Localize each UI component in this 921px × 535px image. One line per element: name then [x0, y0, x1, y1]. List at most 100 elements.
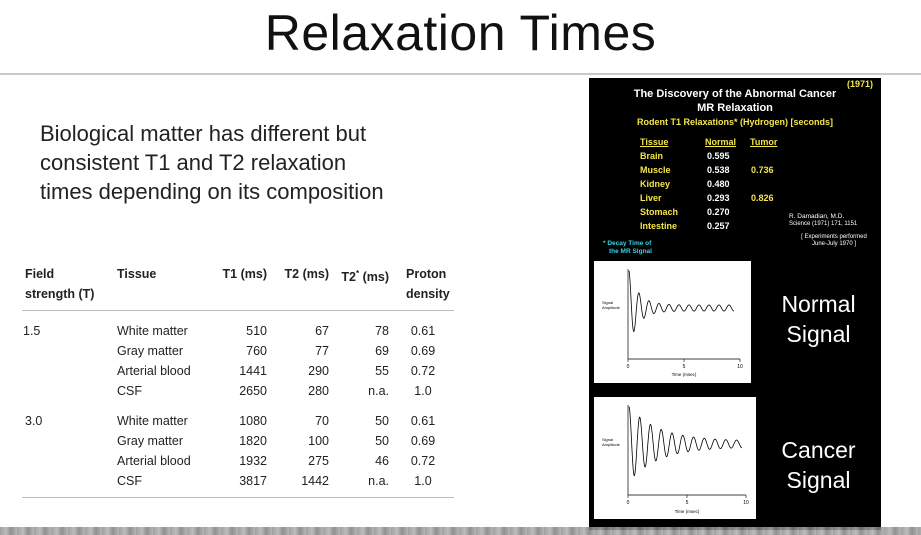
- plot-tick-label: 10: [743, 500, 749, 506]
- t2-cell: 70: [315, 413, 329, 428]
- normal-signal-plot: Signal Amplitude 0 5 10 Time (msec): [594, 261, 751, 383]
- header-t1: T1 (ms): [222, 267, 267, 281]
- plot-ylabel-line-1: Signal: [602, 300, 613, 305]
- tissue-cell: Arterial blood: [117, 453, 191, 468]
- discovery-col-tissue: Tissue: [640, 137, 669, 147]
- t1-cell: 760: [246, 343, 267, 358]
- cancer-signal-label: Cancer Signal: [781, 437, 856, 493]
- t2-star-cell: 50: [375, 413, 389, 428]
- table-header-row: Field strength (T) Tissue T1 (ms) T2 (ms)…: [22, 264, 454, 311]
- t2-cell: 275: [308, 453, 329, 468]
- t2-star-cell: n.a.: [368, 383, 389, 398]
- tissue-cell: CSF: [117, 383, 142, 398]
- intro-line-3: times depending on its composition: [40, 179, 384, 204]
- t2-star-cell: 69: [375, 343, 389, 358]
- proton-density-cell: 0.61: [410, 323, 436, 338]
- intro-line-2: consistent T1 and T2 relaxation: [40, 150, 347, 175]
- tissue-cell: White matter: [117, 413, 188, 428]
- proton-density-cell: 1.0: [414, 383, 432, 398]
- table-row: CSF 2650 280 n.a. 1.0: [22, 381, 454, 401]
- t1-cell: 3817: [239, 473, 267, 488]
- t2-star-cell: n.a.: [368, 473, 389, 488]
- plot-ylabel-line-2: Amplitude: [602, 442, 621, 447]
- field-strength-cell: 3.0: [25, 413, 43, 428]
- t2-star-cell: 50: [375, 433, 389, 448]
- t2-cell: 290: [308, 363, 329, 378]
- video-bottom-strip: [0, 527, 921, 535]
- t2-star-cell: 46: [375, 453, 389, 468]
- discovery-subtitle: Rodent T1 Relaxations* (Hydrogen) [secon…: [636, 117, 834, 127]
- t1-cell: 1820: [239, 433, 267, 448]
- table-row: Arterial blood 1441 290 55 0.72: [22, 361, 454, 381]
- tissue-cell: Gray matter: [117, 433, 183, 448]
- discovery-row: Muscle 0.538 0.736: [640, 165, 774, 175]
- plot-tick-label: 5: [686, 500, 689, 506]
- plot-xlabel: Time (msec): [672, 372, 697, 377]
- normal-signal-wave: [628, 270, 735, 333]
- table-row: 1.5 White matter 510 67 78 0.61: [22, 321, 454, 341]
- discovery-title-line-2: MR Relaxation: [697, 102, 773, 114]
- t2-star-cell: 78: [375, 323, 389, 338]
- decay-note-line-1: * Decay Time of: [603, 240, 652, 247]
- discovery-row: Intestine 0.257: [640, 221, 730, 231]
- experiments-note-line-2: June-July 1970 ]: [811, 241, 857, 247]
- t1-cell: 1080: [239, 413, 267, 428]
- t1-cell: 2650: [239, 383, 267, 398]
- discovery-col-tumor: Tumor: [750, 137, 778, 147]
- header-proton-density: Proton density: [406, 267, 450, 301]
- experiments-note-line-1: [ Experiments performed: [801, 234, 867, 240]
- table-row: Arterial blood 1932 275 46 0.72: [22, 451, 454, 471]
- t2-cell: 1442: [301, 473, 329, 488]
- tissue-cell: White matter: [117, 323, 188, 338]
- tissue-cell: Arterial blood: [117, 363, 191, 378]
- header-field-strength: Field strength (T): [25, 267, 95, 301]
- plot-ylabel-line-2: Amplitude: [602, 305, 621, 310]
- proton-density-cell: 0.72: [410, 453, 436, 468]
- plot-tick-label: 5: [683, 364, 686, 370]
- proton-density-cell: 0.72: [410, 363, 436, 378]
- plot-ylabel-line-1: Signal: [602, 437, 613, 442]
- table-row: Gray matter 1820 100 50 0.69: [22, 431, 454, 451]
- t2-star-cell: 55: [375, 363, 389, 378]
- discovery-row: Brain 0.595: [640, 151, 730, 161]
- discovery-col-normal: Normal: [705, 137, 737, 147]
- normal-signal-label: Normal Signal: [781, 291, 856, 347]
- t2-cell: 100: [308, 433, 329, 448]
- proton-density-cell: 0.69: [410, 343, 436, 358]
- slide-title: Relaxation Times: [264, 5, 657, 61]
- plot-tick-label: 10: [737, 364, 743, 370]
- t1-cell: 1441: [239, 363, 267, 378]
- t1-cell: 510: [246, 323, 267, 338]
- citation-author: R. Damadian, M.D.: [789, 213, 845, 220]
- table-row: 3.0 White matter 1080 70 50 0.61: [22, 411, 454, 431]
- field-strength-cell: 1.5: [23, 323, 41, 338]
- cancer-signal-plot: Signal Amplitude 0 5 10 Time (msec): [594, 397, 756, 519]
- normal-signal-svg: Signal Amplitude 0 5 10 Time (msec): [602, 269, 743, 377]
- t2-cell: 67: [315, 323, 329, 338]
- discovery-row: Kidney 0.480: [640, 179, 730, 189]
- discovery-year: (1971): [846, 79, 873, 89]
- tissue-cell: CSF: [117, 473, 142, 488]
- discovery-panel: (1971) The Discovery of the Abnormal Can…: [589, 78, 881, 530]
- discovery-title-line-1: The Discovery of the Abnormal Cancer: [633, 88, 837, 100]
- decay-note-line-2: the MR Signal: [609, 248, 652, 255]
- table-row: CSF 3817 1442 n.a. 1.0: [22, 471, 454, 497]
- proton-density-cell: 0.61: [410, 413, 436, 428]
- header-t2-star: T2* (ms): [341, 269, 389, 285]
- header-tissue: Tissue: [117, 267, 157, 281]
- title-divider: [0, 73, 921, 75]
- proton-density-cell: 0.69: [410, 433, 436, 448]
- header-t2: T2 (ms): [284, 267, 329, 281]
- discovery-row: Liver 0.293 0.826: [640, 193, 774, 203]
- plot-tick-label: 0: [627, 500, 630, 506]
- cancer-signal-svg: Signal Amplitude 0 5 10 Time (msec): [602, 405, 749, 514]
- tissue-cell: Gray matter: [117, 343, 183, 358]
- t2-cell: 77: [315, 343, 329, 358]
- citation-journal: Science (1971) 171, 1151: [789, 221, 858, 227]
- t2-cell: 280: [308, 383, 329, 398]
- plot-xlabel: Time (msec): [675, 509, 700, 514]
- discovery-row: Stomach 0.270: [640, 207, 730, 217]
- intro-line-1: Biological matter has different but: [40, 121, 367, 146]
- table-row: Gray matter 760 77 69 0.69: [22, 341, 454, 361]
- plot-tick-label: 0: [627, 364, 630, 370]
